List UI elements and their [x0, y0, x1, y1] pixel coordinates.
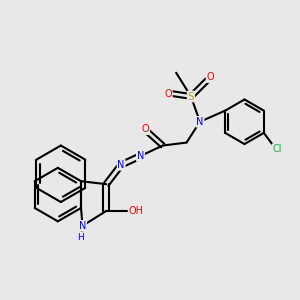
- Text: N: N: [118, 160, 125, 170]
- Text: O: O: [142, 124, 149, 134]
- Text: S: S: [188, 92, 194, 101]
- Text: N: N: [79, 221, 86, 231]
- Text: OH: OH: [128, 206, 143, 216]
- Text: H: H: [77, 232, 83, 242]
- Text: O: O: [206, 72, 214, 82]
- Text: Cl: Cl: [272, 144, 282, 154]
- Text: O: O: [164, 88, 172, 98]
- Text: N: N: [196, 117, 204, 127]
- Text: N: N: [137, 151, 144, 161]
